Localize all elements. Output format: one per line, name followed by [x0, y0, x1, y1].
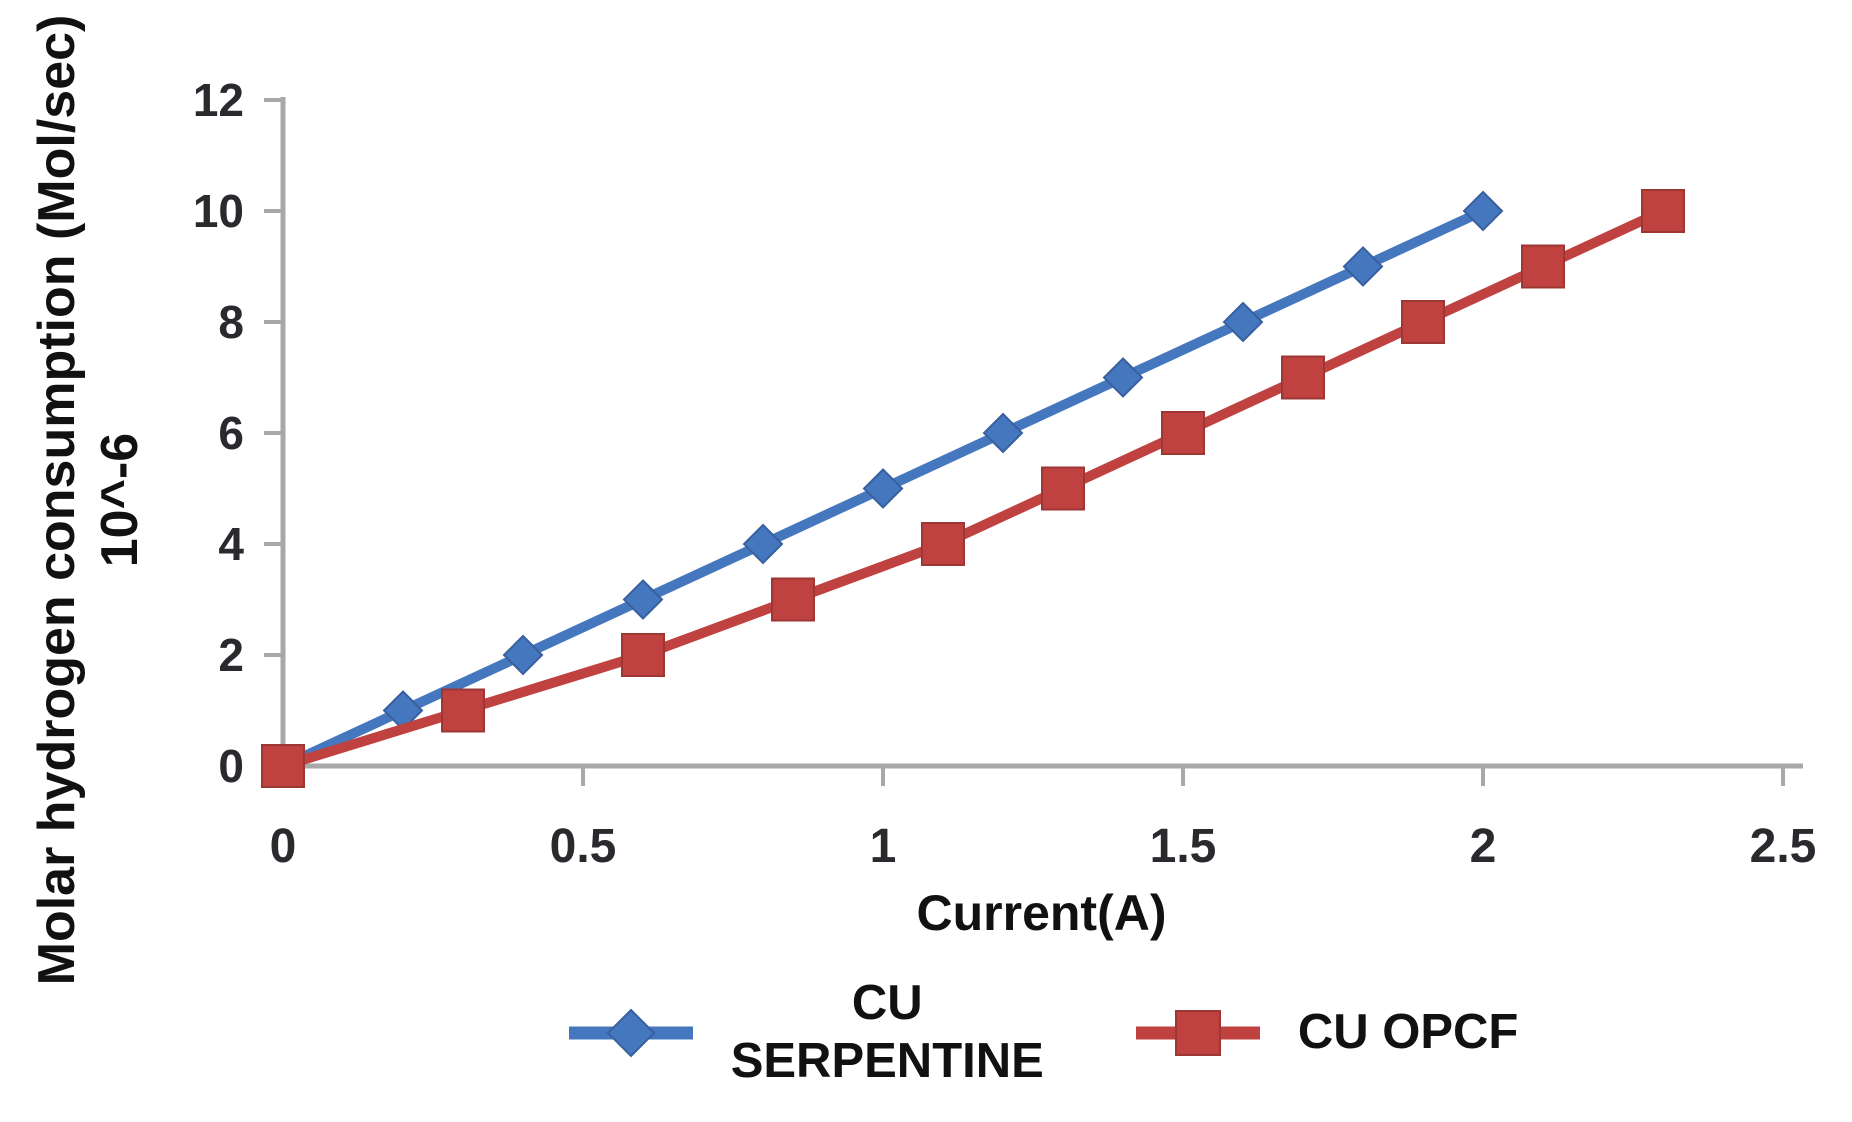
data-point-square: [441, 688, 485, 733]
y-axis-title-line1: Molar hydrogen consumption (Mol/sec): [28, 14, 86, 986]
x-tick-label: 1: [870, 820, 897, 873]
legend-item-cu-opcf[interactable]: CU OPCF: [1132, 1001, 1519, 1065]
data-point-diamond: [1102, 357, 1144, 398]
data-point-square: [1041, 466, 1085, 511]
data-point-square: [1641, 189, 1685, 233]
legend-marker-square-icon: [1135, 1010, 1260, 1056]
x-tick-label: 2: [1470, 820, 1497, 873]
data-point-diamond: [742, 523, 784, 565]
legend-marker-diamond-icon: [568, 1008, 693, 1058]
y-tick-label: 0: [218, 740, 244, 792]
x-tick-label: 1.5: [1150, 820, 1217, 873]
data-point-diamond: [1222, 301, 1264, 343]
data-point-square: [621, 633, 665, 677]
legend-label-cu-serpentine: CU SERPENTINE: [730, 976, 1044, 1088]
x-tick-label: 0.5: [550, 820, 617, 873]
y-axis-title-line2: 10^-6: [91, 432, 150, 568]
y-tick-label: 4: [218, 518, 244, 570]
y-tick-label: 2: [218, 629, 244, 681]
data-point-diamond: [1462, 190, 1504, 232]
data-point-diamond: [622, 579, 664, 620]
y-tick-label: 6: [218, 407, 244, 459]
data-point-square: [921, 522, 965, 566]
y-tick-label: 12: [193, 74, 244, 126]
data-point-diamond: [862, 468, 904, 509]
legend-label-cu-opcf: CU OPCF: [1297, 1005, 1519, 1060]
legend-item-cu-serpentine[interactable]: CU SERPENTINE: [565, 975, 1044, 1091]
data-point-diamond: [1342, 246, 1384, 287]
y-tick-label: 10: [193, 185, 244, 237]
data-point-square: [1161, 411, 1205, 455]
data-point-square: [771, 577, 815, 622]
data-point-square: [261, 744, 305, 788]
data-point-square: [1281, 355, 1325, 400]
y-axis-title: Molar hydrogen consumption (Mol/sec) 10^…: [26, 10, 158, 990]
legend: CU SERPENTINE CU OPCF: [283, 948, 1800, 1118]
x-axis-title: Current(A): [916, 885, 1167, 941]
x-tick-label: 0: [270, 820, 297, 873]
data-point-diamond: [982, 412, 1024, 454]
y-tick-label: 8: [218, 296, 244, 348]
data-point-square: [1401, 300, 1445, 344]
data-point-diamond: [502, 634, 544, 676]
x-tick-label: 2.5: [1750, 820, 1817, 873]
series-line-1: [278, 206, 1668, 771]
data-point-square: [1521, 244, 1565, 289]
